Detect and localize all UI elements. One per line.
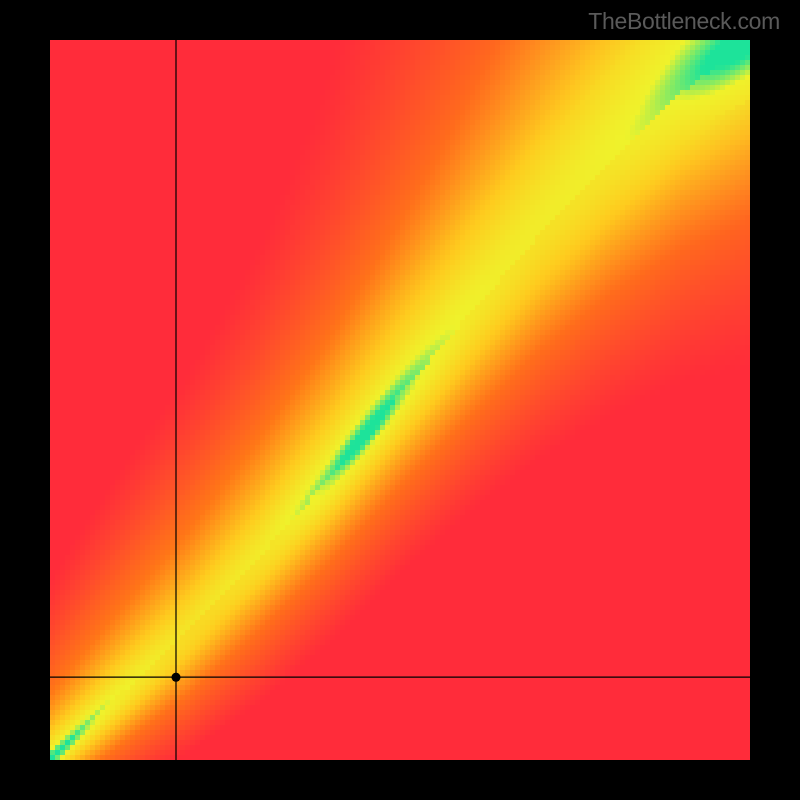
heatmap-canvas <box>50 40 750 760</box>
heatmap-plot <box>50 40 750 760</box>
watermark-text: TheBottleneck.com <box>588 8 780 35</box>
